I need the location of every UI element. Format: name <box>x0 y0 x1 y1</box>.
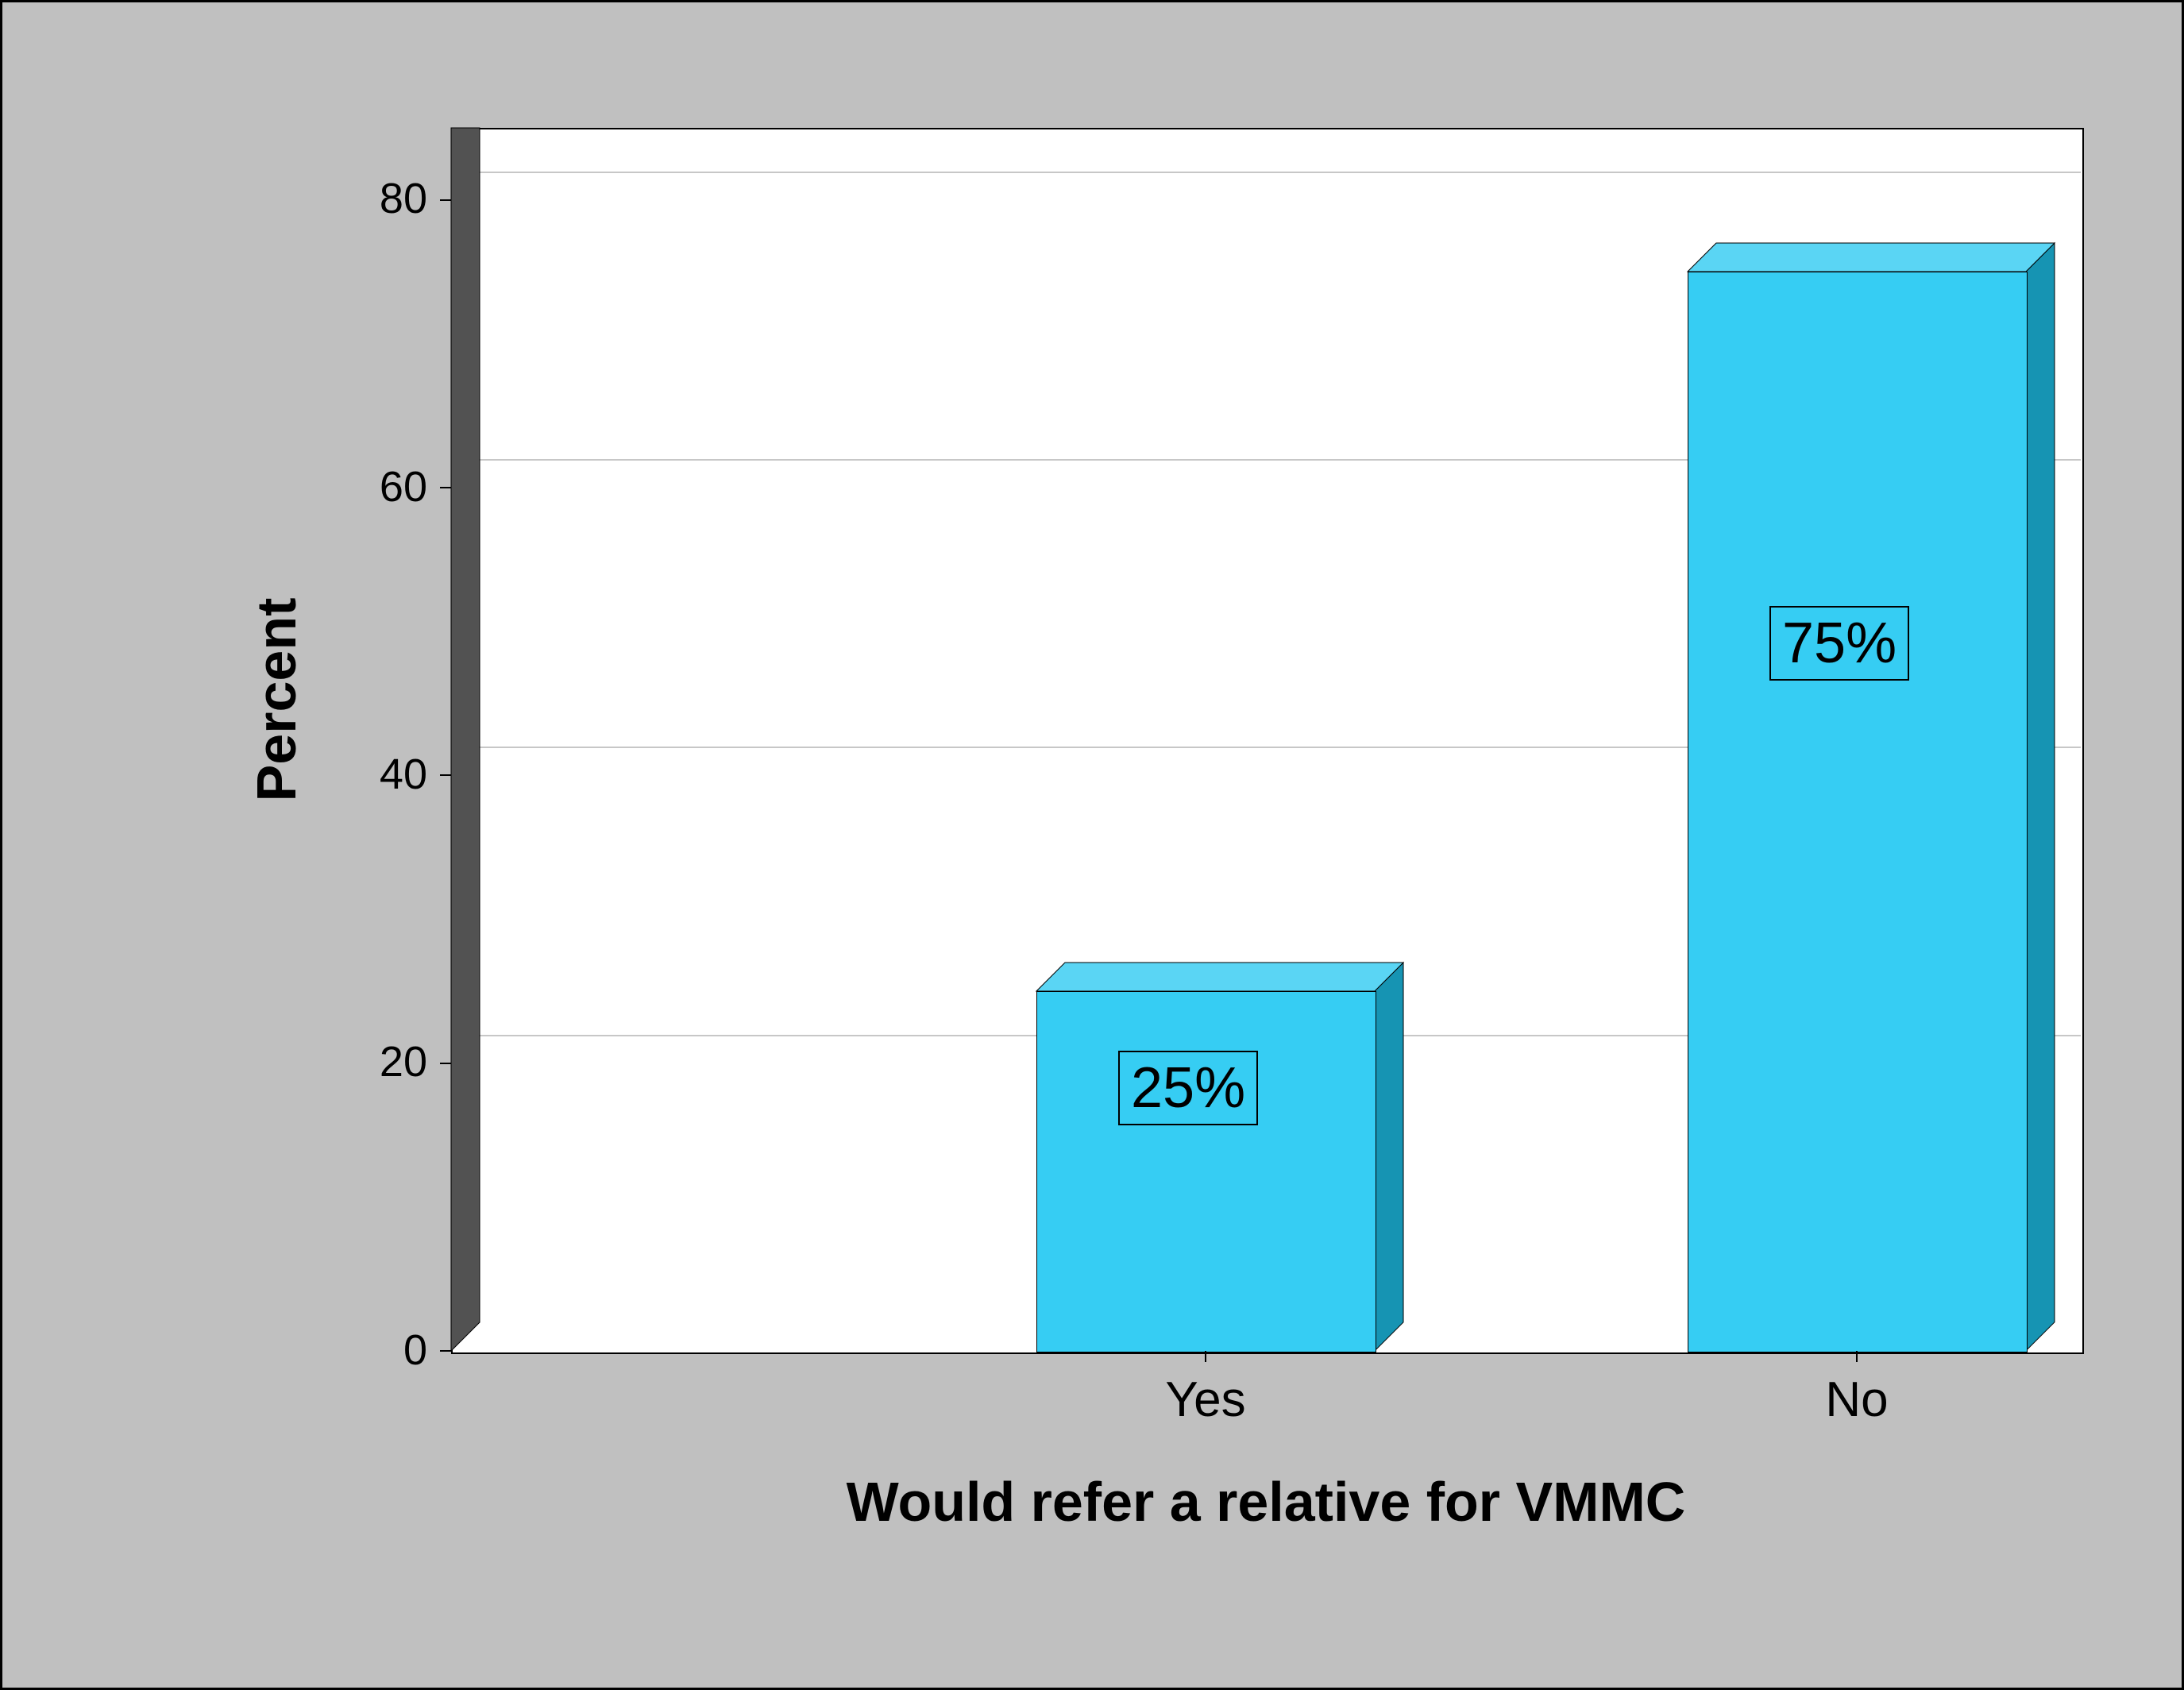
y-tick-mark <box>440 487 451 488</box>
y-tick-label: 80 <box>340 174 427 223</box>
bar-side <box>2026 243 2056 1352</box>
bar-side <box>1375 963 1405 1352</box>
x-tick-mark <box>1205 1351 1206 1362</box>
category-label: No <box>1698 1372 2016 1428</box>
y-tick-mark <box>440 199 451 201</box>
category-label: Yes <box>1047 1372 1364 1428</box>
x-tick-mark <box>1856 1351 1858 1362</box>
y-tick-mark <box>440 1350 451 1352</box>
x-axis-label: Would refer a relative for VMMC <box>631 1470 1901 1534</box>
chart-container: 0 20 40 60 80 Yes No Percent Would refer a re… <box>0 0 2184 1690</box>
y-axis-label: Percent <box>245 541 308 859</box>
bar-top <box>1036 963 1405 993</box>
y-tick-label: 20 <box>340 1037 427 1086</box>
y-tick-label: 0 <box>340 1325 427 1375</box>
y-tick-label: 40 <box>340 750 427 799</box>
bar-top <box>1688 243 2056 273</box>
data-label: 75% <box>1769 606 1909 681</box>
y-tick-label: 60 <box>340 462 427 511</box>
bar <box>1036 991 1376 1352</box>
bar <box>1688 272 2028 1352</box>
data-label: 25% <box>1118 1051 1258 1125</box>
y-tick-mark <box>440 774 451 776</box>
y-tick-mark <box>440 1063 451 1064</box>
